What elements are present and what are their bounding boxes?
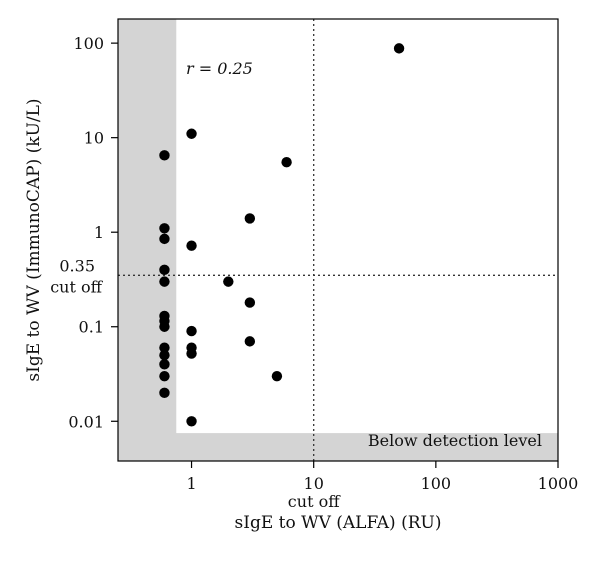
- x-tick-label: 10: [304, 474, 324, 493]
- below-detection-label: Below detection level: [368, 431, 542, 450]
- x-tick-label: 100: [421, 474, 452, 493]
- y-tick-label: 0.1: [79, 318, 104, 337]
- data-point: [186, 348, 197, 359]
- y-cutoff-value-label: 0.35: [59, 256, 95, 275]
- data-point: [244, 213, 256, 224]
- y-tick-label: 1: [94, 223, 104, 242]
- data-point: [223, 276, 234, 287]
- y-axis-label: sIgE to WV (ImmunoCAP) (kU/L): [24, 98, 44, 381]
- data-point: [281, 157, 292, 168]
- data-point: [159, 387, 170, 399]
- y-axis: 0.01 0.1 1 10 100: [68, 34, 118, 431]
- plot-frame: [117, 18, 559, 462]
- cutoff-lines: [118, 19, 558, 461]
- data-point: [186, 240, 197, 251]
- data-point: [159, 223, 170, 234]
- y-tick-label: 0.01: [68, 412, 104, 431]
- x-cutoff-label: cut off: [288, 492, 341, 511]
- data-point: [159, 276, 170, 287]
- y-tick-label: 100: [73, 34, 104, 53]
- data-point: [159, 321, 170, 332]
- data-point: [186, 128, 197, 139]
- data-point: [159, 233, 170, 245]
- data-point: [159, 370, 170, 382]
- data-point: [159, 150, 170, 161]
- y-tick-label: 10: [84, 129, 104, 148]
- data-point: [159, 349, 170, 361]
- data-point: [244, 297, 256, 308]
- data-point: [393, 43, 405, 54]
- data-point: [244, 336, 256, 347]
- y-cutoff-label: cut off: [50, 277, 103, 296]
- x-axis: 1 10 100 1000: [186, 461, 578, 493]
- below-detection-shade-bottom: [118, 433, 558, 461]
- data-point: [271, 370, 283, 382]
- correlation-annotation: r = 0.25: [186, 59, 253, 78]
- data-point: [186, 416, 197, 427]
- data-points: [159, 43, 405, 427]
- x-tick-label: 1000: [538, 474, 579, 493]
- data-point: [186, 325, 197, 337]
- x-tick-label: 1: [186, 474, 196, 493]
- data-point: [159, 359, 170, 370]
- data-point: [159, 342, 170, 353]
- x-axis-label: sIgE to WV (ALFA) (RU): [235, 513, 442, 533]
- below-detection-region: [118, 19, 558, 461]
- data-point: [159, 264, 170, 276]
